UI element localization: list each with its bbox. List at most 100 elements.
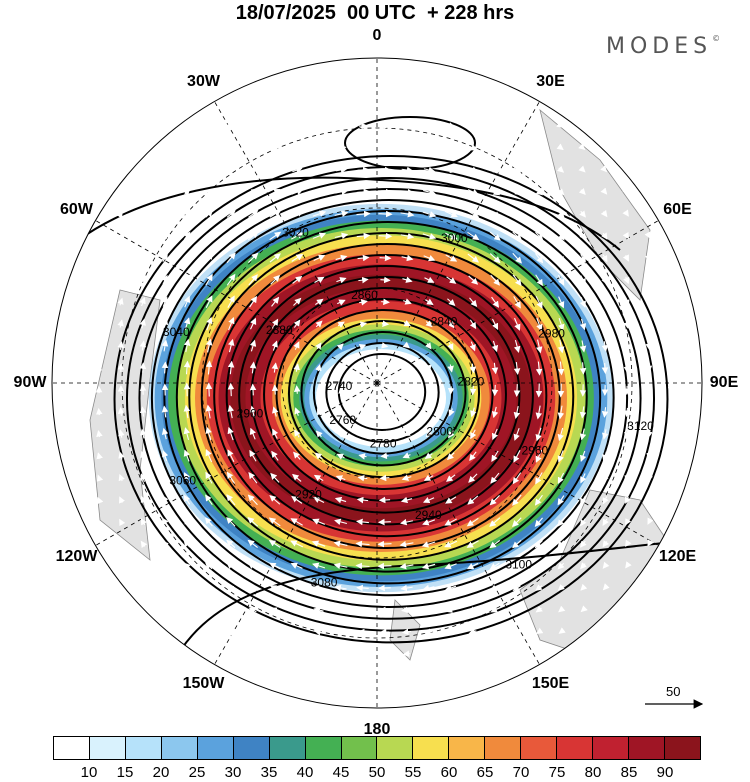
- wind-arrow: [205, 471, 213, 484]
- colorbar-segment: [449, 737, 486, 759]
- wind-arrow: [401, 474, 412, 481]
- colorbar-segment: [233, 737, 270, 759]
- wind-arrow: [313, 606, 324, 614]
- wind-vectors: [72, 77, 697, 702]
- wind-arrow: [356, 232, 371, 240]
- wind-arrow: [269, 495, 281, 505]
- wind-arrow: [511, 517, 522, 528]
- wind-arrow: [359, 299, 368, 306]
- wind-arrow: [647, 495, 654, 504]
- wind-arrow: [578, 187, 586, 196]
- colorbar-tick-label: 85: [620, 764, 638, 781]
- contour-label: 2860: [351, 288, 378, 302]
- wind-arrow: [272, 428, 279, 439]
- wind-arrow: [403, 429, 411, 437]
- wind-arrow: [602, 473, 609, 483]
- wind-arrow: [425, 430, 433, 438]
- wind-arrow: [491, 450, 499, 462]
- wind-arrow: [557, 450, 564, 463]
- wind-arrow: [557, 361, 565, 376]
- wind-arrow: [421, 541, 436, 548]
- wind-arrow: [183, 231, 191, 240]
- wind-arrow: [403, 122, 412, 130]
- wind-arrow: [489, 253, 501, 264]
- wind-arrow: [333, 540, 348, 548]
- wind-arrow: [74, 475, 82, 483]
- wind-arrow: [446, 166, 457, 173]
- wind-arrow: [514, 317, 521, 331]
- wind-arrow: [580, 495, 587, 505]
- wind-arrow: [512, 562, 522, 570]
- wind-arrow: [204, 145, 213, 153]
- wind-arrow: [315, 101, 323, 108]
- wind-arrow: [292, 79, 300, 87]
- wind-arrow: [490, 99, 499, 106]
- wind-arrow: [646, 474, 654, 482]
- wind-arrow: [446, 144, 457, 151]
- wind-arrow: [138, 232, 146, 240]
- wind-arrow: [447, 298, 456, 307]
- wind-arrow: [377, 540, 392, 548]
- wind-arrow: [183, 562, 191, 570]
- wind-arrow: [601, 341, 609, 352]
- wind-arrow: [248, 188, 259, 196]
- wind-arrow: [183, 427, 191, 440]
- wind-arrow: [469, 671, 478, 679]
- wind-arrow: [422, 211, 437, 218]
- wind-arrow: [355, 562, 370, 570]
- colorbar-tick-label: 35: [260, 764, 278, 781]
- wind-arrow: [468, 77, 476, 85]
- wind-arrow: [162, 540, 169, 548]
- colorbar-segment: [521, 737, 558, 759]
- wind-arrow: [445, 496, 457, 504]
- wind-arrow: [337, 321, 345, 328]
- wind-arrow: [399, 540, 414, 548]
- wind-arrow: [314, 145, 325, 152]
- wind-arrow: [535, 472, 543, 485]
- wind-arrow: [447, 320, 455, 329]
- wind-arrow: [625, 539, 632, 547]
- lon-label-e90: 90E: [709, 374, 739, 391]
- wind-arrow: [269, 253, 281, 263]
- wind-arrow: [249, 449, 257, 462]
- wind-arrow: [579, 296, 586, 308]
- wind-arrow: [534, 517, 543, 527]
- wind-arrow: [490, 188, 501, 196]
- wind-arrow: [556, 143, 564, 151]
- wind-arrow: [204, 517, 213, 527]
- wind-arrow: [401, 166, 414, 174]
- contour-label: 2740: [326, 379, 353, 393]
- wind-arrow: [423, 188, 436, 196]
- wind-arrow: [184, 607, 192, 615]
- wind-arrow: [469, 451, 477, 462]
- wind-arrow: [381, 298, 390, 306]
- wind-arrow: [248, 585, 258, 592]
- wind-arrow: [466, 562, 479, 570]
- wind-arrow: [513, 339, 521, 353]
- wind-arrow: [205, 449, 213, 463]
- wind-arrow: [337, 673, 345, 680]
- wind-arrow: [377, 562, 392, 570]
- wind-arrow: [447, 364, 454, 373]
- wind-arrow: [534, 494, 543, 506]
- wind-arrow: [512, 494, 522, 506]
- wind-arrow: [444, 563, 457, 570]
- wind-arrow: [119, 563, 126, 571]
- height-contour: [163, 199, 615, 597]
- wind-arrow: [513, 627, 521, 634]
- wind-arrow: [356, 210, 371, 218]
- colorbar-tick-label: 75: [548, 764, 566, 781]
- wind-arrow: [467, 210, 480, 218]
- colorbar-segment: [305, 737, 342, 759]
- wind-arrow: [139, 275, 146, 284]
- wind-arrow: [556, 121, 564, 128]
- wind-arrow: [205, 426, 212, 441]
- wind-arrow: [490, 274, 500, 286]
- wind-arrow: [514, 649, 522, 656]
- wind-arrow: [183, 449, 190, 462]
- wind-arrow: [424, 452, 433, 460]
- wind-arrow: [314, 651, 323, 658]
- wind-arrow: [140, 518, 147, 526]
- wind-arrow: [315, 298, 324, 306]
- wind-arrow: [293, 651, 301, 658]
